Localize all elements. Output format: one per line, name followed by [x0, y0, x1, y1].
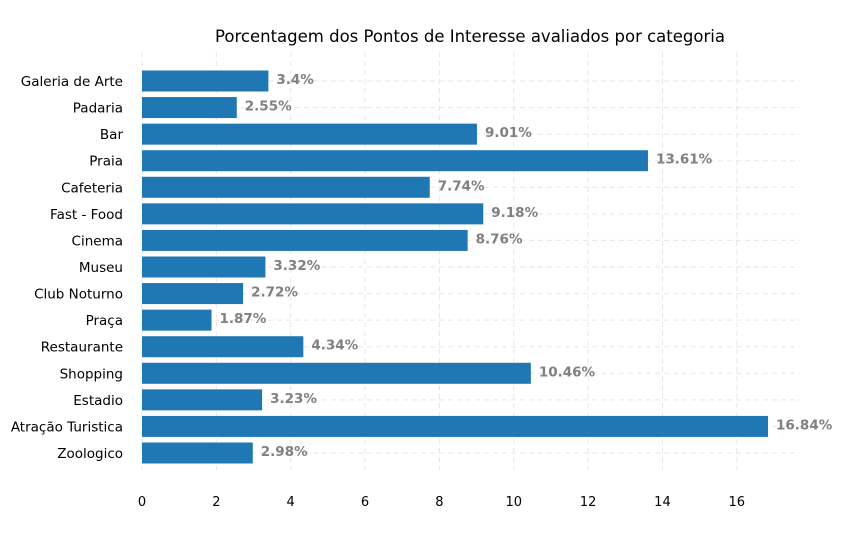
bar [142, 309, 212, 331]
data-label: 2.72% [251, 285, 298, 301]
category-label: Bar [100, 127, 124, 143]
bar [142, 362, 531, 384]
x-tick-label: 6 [361, 495, 369, 510]
data-label: 2.98% [261, 444, 308, 460]
category-label: Cinema [72, 233, 123, 249]
category-label: Praia [89, 154, 123, 170]
data-label: 16.84% [776, 417, 833, 433]
data-label: 9.01% [485, 125, 532, 141]
x-tick-label: 10 [505, 495, 522, 510]
bar [142, 176, 430, 198]
category-label: Fast - Food [50, 207, 123, 223]
data-label: 3.32% [273, 258, 320, 274]
x-tick-label: 16 [729, 495, 746, 510]
bar [142, 150, 648, 172]
x-tick-label: 0 [138, 495, 146, 510]
bar [142, 70, 269, 92]
bar [142, 442, 253, 464]
x-tick-label: 4 [287, 495, 295, 510]
chart-title: Porcentagem dos Pontos de Interesse aval… [215, 27, 725, 46]
data-label: 3.4% [276, 72, 314, 88]
bar [142, 123, 477, 145]
data-label: 4.34% [311, 338, 358, 354]
category-label: Restaurante [41, 340, 123, 356]
data-label: 8.76% [476, 231, 523, 247]
x-axis: 0 2 4 6 8 10 12 14 16 [138, 495, 745, 510]
category-label: Cafeteria [61, 180, 123, 196]
category-label: Praça [86, 313, 123, 329]
category-label: Padaria [73, 101, 123, 117]
category-label: Estadio [73, 393, 123, 409]
data-label: 2.55% [245, 99, 292, 115]
x-tick-label: 2 [212, 495, 220, 510]
bar [142, 203, 484, 225]
bar [142, 389, 263, 411]
category-label: Club Noturno [34, 287, 123, 303]
data-label: 13.61% [656, 152, 713, 168]
bar [142, 415, 769, 437]
category-label: Galeria de Arte [21, 74, 123, 90]
category-label: Atração Turistica [11, 419, 123, 435]
data-label: 3.23% [270, 391, 317, 407]
category-label: Shopping [60, 366, 123, 382]
data-label: 9.18% [491, 205, 538, 221]
bar [142, 229, 468, 251]
category-label: Museu [79, 260, 123, 276]
bar [142, 97, 237, 119]
label-layer: Galeria de Arte 3.4% Padaria 2.55% Bar 9.01% P… [11, 72, 833, 462]
data-label: 10.46% [539, 364, 596, 380]
x-tick-label: 8 [435, 495, 443, 510]
category-label: Zoologico [57, 446, 123, 462]
bar-layer [142, 70, 769, 464]
bar [142, 256, 266, 278]
bar [142, 283, 244, 305]
x-tick-label: 12 [580, 495, 597, 510]
data-label: 7.74% [438, 178, 485, 194]
data-label: 1.87% [220, 311, 267, 327]
bar [142, 336, 304, 358]
x-tick-label: 14 [654, 495, 671, 510]
